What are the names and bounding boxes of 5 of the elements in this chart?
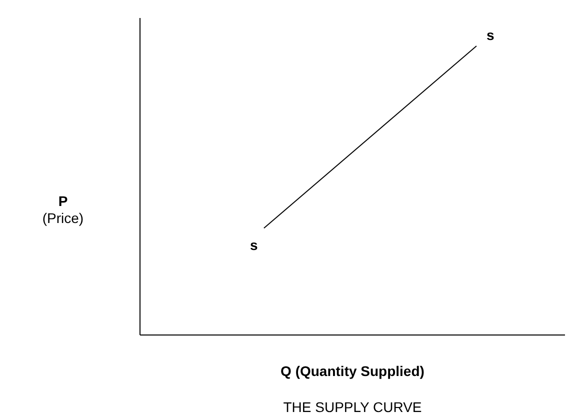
text: THE SUPPLY CURVE	[282, 399, 423, 415]
series-label: s	[486, 27, 495, 44]
text: s	[250, 237, 258, 254]
x-axis-title: Q (Quantity Supplied)	[280, 363, 426, 379]
y-axis-title: P (Price)	[41, 193, 85, 227]
